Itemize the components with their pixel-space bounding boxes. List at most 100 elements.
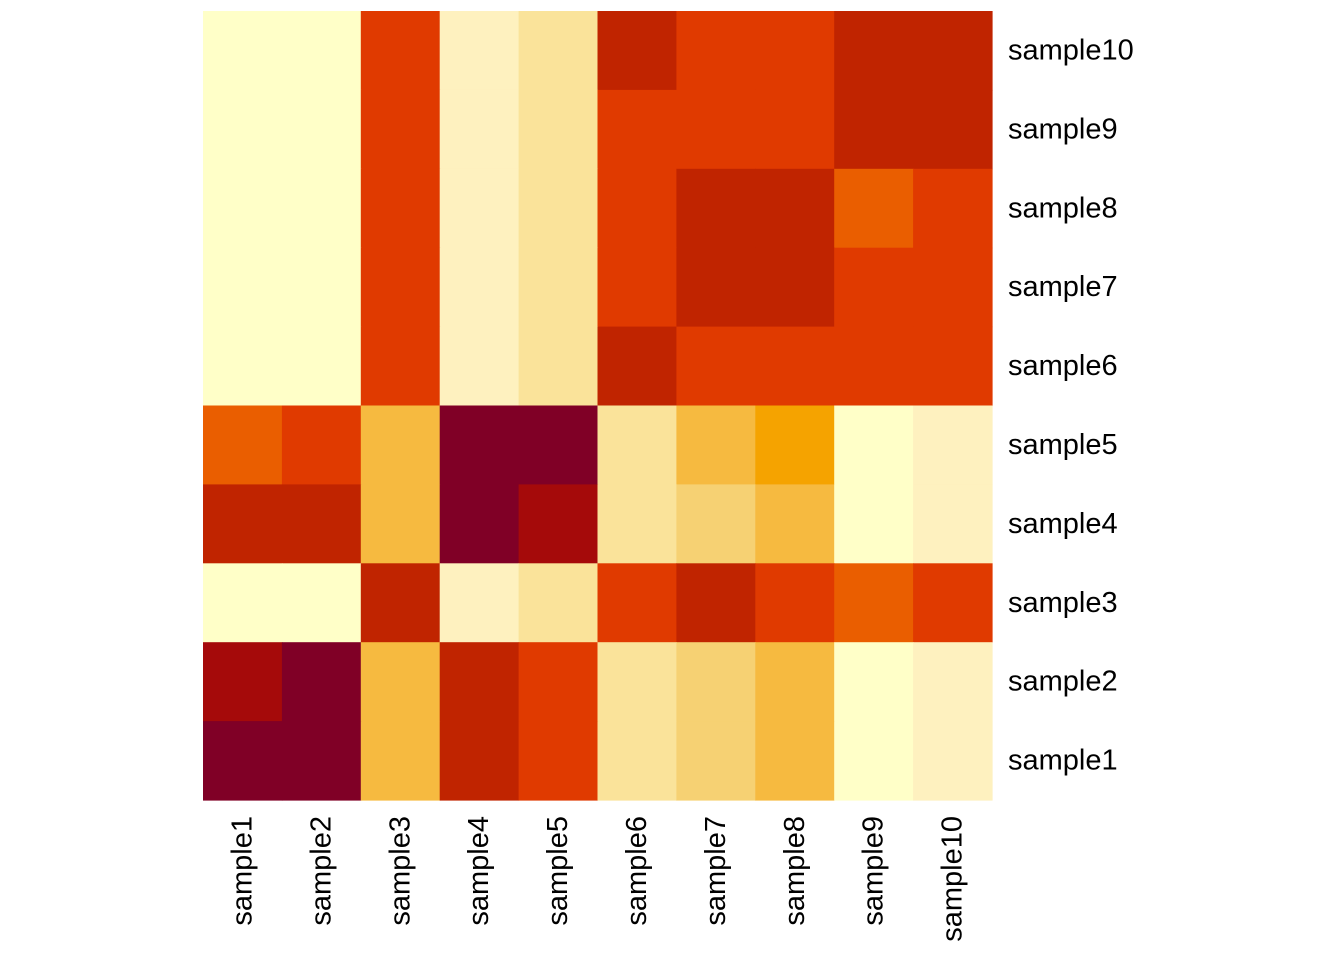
heatmap-cell-sample10-sample9	[834, 11, 914, 91]
heatmap-cell-sample4-sample1	[203, 484, 283, 564]
heatmap-cell-sample9-sample8	[755, 89, 835, 170]
heatmap-cell-sample2-sample5	[518, 642, 599, 722]
column-label-sample4: sample4	[463, 816, 495, 926]
heatmap-cell-sample4-sample8	[755, 484, 835, 564]
heatmap-cell-sample10-sample2	[281, 11, 362, 91]
heatmap-cell-sample7-sample9	[834, 247, 914, 328]
heatmap-cell-sample5-sample6	[597, 405, 677, 485]
row-label-sample8: sample8	[1008, 192, 1118, 224]
heatmap-cell-sample7-sample4	[439, 247, 520, 328]
heatmap-cell-sample3-sample8	[755, 563, 835, 643]
heatmap-cell-sample7-sample8	[755, 247, 835, 328]
heatmap-cell-sample7-sample5	[518, 247, 599, 328]
heatmap-cell-sample3-sample4	[439, 563, 520, 643]
column-label-sample3: sample3	[384, 816, 416, 926]
heatmap-cell-sample7-sample6	[597, 247, 677, 328]
heatmap-cell-sample6-sample2	[281, 326, 362, 407]
heatmap-cell-sample6-sample6	[597, 326, 677, 407]
heatmap-cells	[203, 11, 993, 801]
column-label-sample5: sample5	[542, 816, 574, 926]
heatmap-cell-sample2-sample2	[281, 642, 362, 722]
heatmap-cell-sample3-sample3	[360, 563, 441, 643]
heatmap-cell-sample1-sample6	[597, 721, 677, 801]
heatmap-cell-sample8-sample1	[203, 168, 283, 249]
heatmap-cell-sample5-sample4	[439, 405, 520, 485]
heatmap-cell-sample8-sample3	[360, 168, 441, 249]
heatmap-cell-sample7-sample3	[360, 247, 441, 328]
row-label-sample10: sample10	[1008, 34, 1134, 66]
heatmap-cell-sample6-sample8	[755, 326, 835, 407]
heatmap-cell-sample4-sample2	[281, 484, 362, 564]
heatmap-cell-sample2-sample6	[597, 642, 677, 722]
heatmap-cell-sample1-sample9	[834, 721, 914, 801]
heatmap-cell-sample10-sample7	[676, 11, 756, 91]
heatmap-cell-sample2-sample7	[676, 642, 756, 722]
heatmap-cell-sample8-sample9	[834, 168, 914, 249]
heatmap-cell-sample2-sample10	[913, 642, 993, 722]
heatmap-cell-sample6-sample10	[913, 326, 993, 407]
heatmap-cell-sample9-sample10	[913, 89, 993, 170]
heatmap-cell-sample5-sample5	[518, 405, 599, 485]
heatmap-cell-sample3-sample6	[597, 563, 677, 643]
heatmap-cell-sample1-sample2	[281, 721, 362, 801]
heatmap-cell-sample10-sample1	[203, 11, 283, 91]
heatmap-cell-sample9-sample6	[597, 89, 677, 170]
heatmap-cell-sample4-sample10	[913, 484, 993, 564]
column-label-sample8: sample8	[779, 816, 811, 926]
heatmap-cell-sample3-sample9	[834, 563, 914, 643]
heatmap-cell-sample9-sample7	[676, 89, 756, 170]
heatmap-cell-sample4-sample3	[360, 484, 441, 564]
heatmap-cell-sample2-sample3	[360, 642, 441, 722]
heatmap-cell-sample10-sample8	[755, 11, 835, 91]
heatmap-cell-sample10-sample4	[439, 11, 520, 91]
heatmap-cell-sample9-sample2	[281, 89, 362, 170]
heatmap-cell-sample4-sample6	[597, 484, 677, 564]
heatmap-cell-sample4-sample4	[439, 484, 520, 564]
column-label-sample1: sample1	[226, 816, 258, 926]
heatmap-cell-sample7-sample1	[203, 247, 283, 328]
heatmap-cell-sample3-sample7	[676, 563, 756, 643]
row-labels: sample10 sample9 sample8 sample7 sample6 samp…	[1008, 34, 1134, 776]
heatmap-cell-sample6-sample1	[203, 326, 283, 407]
row-label-sample6: sample6	[1008, 350, 1118, 382]
heatmap-cell-sample5-sample3	[360, 405, 441, 485]
row-label-sample4: sample4	[1008, 508, 1118, 540]
heatmap-cell-sample1-sample4	[439, 721, 520, 801]
heatmap-cell-sample3-sample1	[203, 563, 283, 643]
heatmap-cell-sample8-sample10	[913, 168, 993, 249]
heatmap-cell-sample8-sample2	[281, 168, 362, 249]
heatmap-cell-sample7-sample7	[676, 247, 756, 328]
heatmap-cell-sample6-sample3	[360, 326, 441, 407]
heatmap-cell-sample3-sample2	[281, 563, 362, 643]
heatmap-cell-sample5-sample10	[913, 405, 993, 485]
column-label-sample10: sample10	[937, 816, 969, 942]
heatmap-cell-sample9-sample1	[203, 89, 283, 170]
heatmap-cell-sample6-sample4	[439, 326, 520, 407]
heatmap-cell-sample10-sample3	[360, 11, 441, 91]
heatmap-cell-sample8-sample8	[755, 168, 835, 249]
heatmap-cell-sample9-sample5	[518, 89, 599, 170]
heatmap-cell-sample6-sample5	[518, 326, 599, 407]
row-label-sample9: sample9	[1008, 113, 1118, 145]
heatmap-cell-sample1-sample7	[676, 721, 756, 801]
heatmap-cell-sample2-sample1	[203, 642, 283, 722]
heatmap-cell-sample2-sample8	[755, 642, 835, 722]
column-label-sample6: sample6	[621, 816, 653, 926]
heatmap-cell-sample1-sample3	[360, 721, 441, 801]
row-label-sample7: sample7	[1008, 271, 1118, 303]
heatmap-cell-sample5-sample2	[281, 405, 362, 485]
heatmap-cell-sample10-sample5	[518, 11, 599, 91]
column-labels: sample1 sample2 sample3 sample4 sample5 sampl…	[226, 816, 968, 942]
heatmap-cell-sample1-sample1	[203, 721, 283, 801]
heatmap-cell-sample3-sample5	[518, 563, 599, 643]
heatmap-cell-sample5-sample9	[834, 405, 914, 485]
column-label-sample9: sample9	[858, 816, 890, 926]
heatmap-cell-sample4-sample7	[676, 484, 756, 564]
heatmap-cell-sample9-sample4	[439, 89, 520, 170]
heatmap-cell-sample2-sample4	[439, 642, 520, 722]
row-label-sample5: sample5	[1008, 429, 1118, 461]
row-label-sample3: sample3	[1008, 587, 1118, 619]
heatmap-cell-sample5-sample7	[676, 405, 756, 485]
heatmap-cell-sample6-sample7	[676, 326, 756, 407]
